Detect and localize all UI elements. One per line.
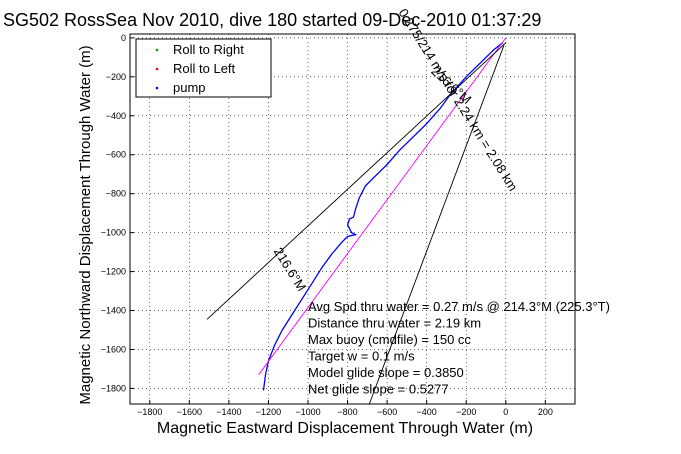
series-group [206, 37, 507, 405]
legend-marker [155, 67, 159, 71]
legend-entry: pump [173, 80, 206, 95]
x-tick-label: −400 [417, 407, 437, 417]
x-tick-label: −1000 [295, 407, 320, 417]
summary-line: Model glide slope = 0.3850 [308, 365, 464, 380]
rotated-annotation: 216.6°M [271, 245, 309, 294]
y-tick-label: 0 [121, 33, 126, 43]
chart-title: SG502 RossSea Nov 2010, dive 180 started… [3, 10, 541, 30]
y-tick-label: −200 [106, 72, 126, 82]
plot-frame [129, 33, 576, 405]
y-tick-label: −800 [106, 189, 126, 199]
legend-entry: Roll to Left [173, 61, 236, 76]
summary-text-block: Avg Spd thru water = 0.27 m/s @ 214.3°M … [308, 299, 610, 397]
summary-line: Target w = 0.1 m/s [308, 349, 415, 364]
y-tick-label: −600 [106, 150, 126, 160]
legend-box [135, 38, 272, 98]
x-axis-label: Magnetic Eastward Displacement Through W… [157, 420, 533, 437]
summary-line: Max buoy (cmdfile) = 150 cc [308, 332, 471, 347]
x-tick-label: −800 [337, 407, 357, 417]
series-track [262, 42, 504, 391]
legend-marker [155, 48, 159, 52]
summary-line: Net glide slope = 0.5277 [308, 382, 449, 397]
legend: Roll to Right Roll to Left pump [135, 38, 272, 98]
x-tick-label: −1400 [216, 407, 241, 417]
y-tick-label: −1400 [101, 306, 126, 316]
x-tick-label: −1800 [137, 407, 162, 417]
legend-entry: Roll to Right [173, 42, 244, 57]
y-tick-label: −1000 [101, 228, 126, 238]
x-tick-label: −600 [377, 407, 397, 417]
y-tick-label: −1800 [101, 383, 126, 393]
legend-marker [155, 86, 159, 90]
y-axis-label: Magnetic Northward Displacement Through … [77, 45, 94, 404]
summary-line: Avg Spd thru water = 0.27 m/s @ 214.3°M … [308, 299, 610, 314]
x-tick-label: −200 [456, 407, 476, 417]
y-tick-label: −1200 [101, 267, 126, 277]
series-target-line [258, 37, 507, 376]
rotated-annotations: 216.6°M0.275/214 m/s for 2.24 km = 2.08 … [271, 6, 521, 294]
axis-ticks: −1800 −1600 −1400 −1200 −1000 −800 −600 −400 −20… [101, 33, 553, 417]
x-tick-label: 0 [503, 407, 508, 417]
y-tick-label: −400 [106, 111, 126, 121]
x-tick-label: −1600 [177, 407, 202, 417]
x-tick-label: 200 [538, 407, 553, 417]
x-tick-label: −1200 [256, 407, 281, 417]
series-bearing-lower [368, 45, 505, 405]
y-tick-label: −1600 [101, 344, 126, 354]
series-bearing-upper [206, 42, 507, 320]
grid [130, 34, 575, 404]
summary-line: Distance thru water = 2.19 km [308, 316, 481, 331]
